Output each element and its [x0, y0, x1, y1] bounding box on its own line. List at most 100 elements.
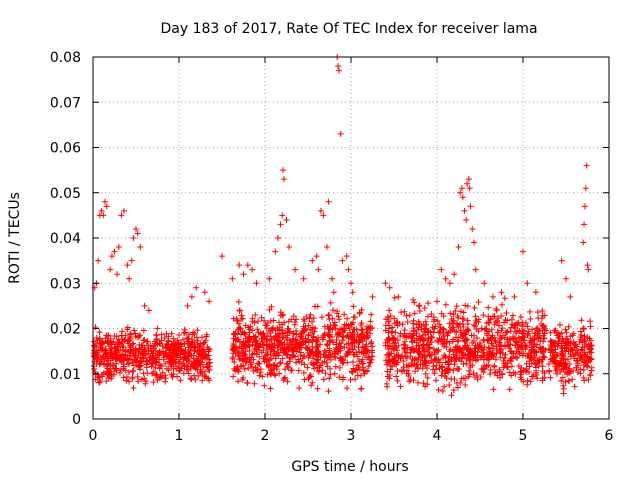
- roti-point: [486, 351, 493, 358]
- roti-point: [111, 344, 118, 351]
- roti-point: [290, 313, 297, 320]
- roti-point: [495, 314, 502, 321]
- roti-point: [118, 340, 125, 347]
- roti-point: [352, 376, 359, 383]
- roti-point: [451, 376, 458, 383]
- roti-point: [515, 334, 522, 341]
- roti-point: [446, 381, 453, 388]
- roti-point: [291, 321, 298, 328]
- roti-point: [304, 345, 311, 352]
- roti-point: [472, 313, 479, 320]
- roti-point: [459, 194, 466, 201]
- roti-point: [240, 351, 247, 358]
- roti-point: [581, 325, 588, 332]
- roti-point: [234, 378, 241, 385]
- roti-point: [350, 319, 357, 326]
- roti-point: [566, 361, 573, 368]
- roti-point: [442, 275, 449, 282]
- roti-point: [490, 386, 497, 393]
- roti-point: [566, 370, 573, 377]
- roti-point: [107, 347, 114, 354]
- roti-point: [391, 315, 398, 322]
- roti-point: [458, 355, 465, 362]
- roti-point: [422, 362, 429, 369]
- roti-point: [255, 343, 262, 350]
- roti-point: [499, 301, 506, 308]
- roti-point: [477, 354, 484, 361]
- roti-point: [425, 300, 432, 307]
- roti-point: [339, 257, 346, 264]
- roti-point: [421, 305, 428, 312]
- roti-point: [420, 337, 427, 344]
- roti-point: [249, 327, 256, 334]
- roti-point: [581, 332, 588, 339]
- roti-point: [124, 324, 131, 331]
- roti-point: [428, 338, 435, 345]
- roti-point: [361, 370, 368, 377]
- roti-point: [162, 343, 169, 350]
- roti-point: [339, 326, 346, 333]
- roti-point: [125, 369, 132, 376]
- roti-point: [539, 375, 546, 382]
- roti-point: [563, 370, 570, 377]
- roti-point: [280, 167, 287, 174]
- roti-point: [288, 367, 295, 374]
- roti-point: [587, 323, 594, 330]
- roti-point: [230, 373, 237, 380]
- roti-point: [249, 266, 256, 273]
- roti-point: [188, 376, 195, 383]
- roti-point: [272, 327, 279, 334]
- roti-point: [578, 317, 585, 324]
- roti-point: [314, 359, 321, 366]
- roti-point: [335, 67, 342, 74]
- roti-point: [152, 341, 159, 348]
- roti-point: [464, 336, 471, 343]
- roti-point: [534, 334, 541, 341]
- roti-point: [268, 355, 275, 362]
- roti-point: [519, 328, 526, 335]
- roti-point: [527, 335, 534, 342]
- roti-point: [268, 369, 275, 376]
- roti-point: [587, 372, 594, 379]
- roti-point: [503, 364, 510, 371]
- roti-point: [134, 230, 141, 237]
- roti-point: [515, 362, 522, 369]
- roti-point: [410, 327, 417, 334]
- roti-point: [587, 346, 594, 353]
- roti-point: [526, 308, 533, 315]
- roti-point: [279, 212, 286, 219]
- roti-point: [176, 364, 183, 371]
- roti-point: [431, 370, 438, 377]
- roti-point: [295, 356, 302, 363]
- roti-point: [206, 356, 213, 363]
- roti-point: [524, 331, 531, 338]
- roti-point: [219, 253, 225, 260]
- roti-point: [173, 350, 180, 357]
- roti-point: [140, 337, 147, 344]
- roti-point: [238, 345, 245, 352]
- x-tick-label: 4: [433, 428, 442, 444]
- roti-point: [102, 354, 109, 361]
- roti-point: [558, 366, 565, 373]
- roti-point: [307, 350, 314, 357]
- roti-point: [571, 383, 578, 390]
- roti-point: [327, 299, 334, 306]
- roti-point: [436, 359, 443, 366]
- roti-point: [296, 342, 303, 349]
- roti-point: [430, 345, 437, 352]
- roti-point: [202, 337, 209, 344]
- roti-point: [490, 313, 497, 320]
- roti-point: [582, 185, 589, 192]
- roti-point: [245, 334, 252, 341]
- roti-point: [286, 244, 293, 251]
- roti-point: [173, 363, 180, 370]
- roti-point: [560, 360, 567, 367]
- roti-point: [152, 364, 159, 371]
- roti-point: [455, 244, 462, 251]
- roti-point: [153, 336, 160, 343]
- roti-point: [180, 329, 187, 336]
- roti-point: [310, 333, 317, 340]
- roti-point: [369, 293, 376, 300]
- roti-point: [281, 344, 288, 351]
- roti-point: [413, 346, 420, 353]
